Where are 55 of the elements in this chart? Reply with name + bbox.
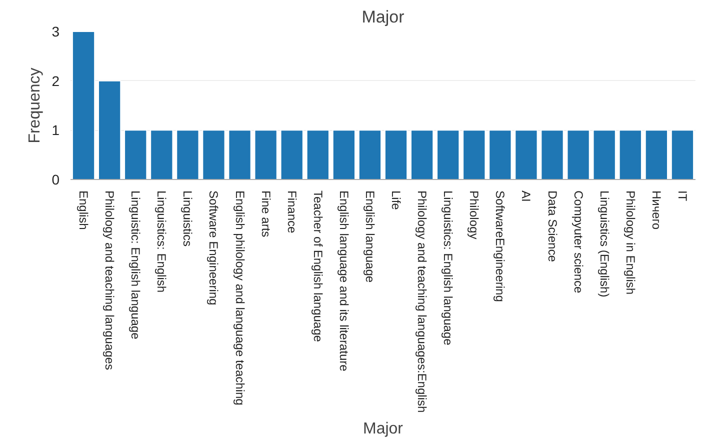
bar — [670, 130, 694, 180]
x-tick-label: Linguistics (English) — [597, 190, 612, 298]
bar — [72, 32, 96, 180]
x-tick-label: Philology and teaching languages:English — [415, 190, 430, 413]
x-tick-label: Linguistics — [180, 190, 195, 247]
bar — [332, 130, 356, 180]
y-tick-label: 1 — [52, 122, 60, 138]
bar — [358, 130, 382, 180]
x-tick-label: English language and its literature — [336, 190, 351, 372]
bar — [150, 130, 174, 180]
bar — [306, 130, 330, 180]
x-tick-label: Data Science — [545, 190, 560, 262]
bar — [410, 130, 434, 180]
y-tick-label: 2 — [52, 72, 60, 89]
bar — [176, 130, 200, 180]
bar — [436, 130, 460, 180]
x-tick-label: English philology and language teaching — [232, 190, 247, 406]
x-tick-label: Philology in English — [623, 190, 638, 295]
bar — [592, 130, 616, 180]
bar — [644, 130, 668, 180]
y-axis-title: Frequency — [26, 68, 44, 144]
x-tick-label: English language — [362, 190, 377, 283]
y-tick-label: 3 — [52, 24, 60, 40]
x-tick-label: Software Engineering — [206, 190, 221, 306]
bar — [124, 130, 148, 180]
x-tick-label: Finance — [284, 190, 299, 234]
x-tick-label: Ничего — [649, 190, 664, 230]
bar — [488, 130, 512, 180]
x-tick-label: Compyuter science — [571, 190, 586, 294]
x-tick-label: SoftwareEngineering — [493, 190, 508, 302]
x-tick-label: IT — [675, 190, 690, 202]
bar — [514, 130, 538, 180]
bar — [98, 80, 122, 180]
y-tick-label: 0 — [52, 172, 60, 188]
x-tick-label: AI — [519, 190, 534, 202]
x-tick-label: Philology — [467, 190, 482, 240]
x-tick-label: Fine arts — [258, 190, 273, 238]
x-axis-title: Major — [362, 420, 404, 438]
bar — [202, 130, 226, 180]
bar — [618, 130, 642, 180]
bar — [228, 130, 252, 180]
chart-title: Major — [362, 8, 405, 26]
bar — [280, 130, 304, 180]
bar — [540, 130, 564, 180]
x-tick-label: Philology and teaching languages — [102, 190, 117, 370]
x-tick-label: Linguistics: English language — [441, 190, 456, 346]
x-tick-label: English — [76, 190, 91, 230]
x-tick-label: Teacher of English language — [310, 190, 325, 342]
bar — [384, 130, 408, 180]
bar — [462, 130, 486, 180]
bar — [566, 130, 590, 180]
x-tick-label: Life — [389, 190, 404, 210]
bar — [254, 130, 278, 180]
x-tick-label: Linguistics: English — [154, 190, 169, 293]
x-tick-label: Linguistic: English language — [128, 190, 143, 340]
